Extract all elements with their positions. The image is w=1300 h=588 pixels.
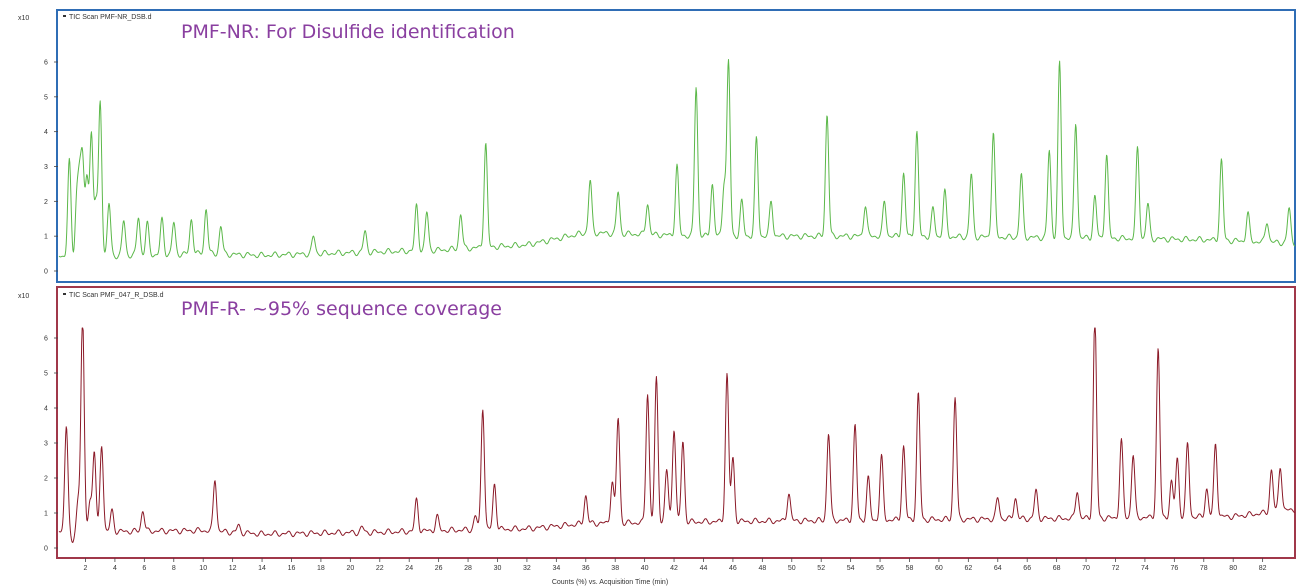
- x-tick-label: 30: [494, 565, 502, 572]
- bottom-y-tick-label: 2: [44, 476, 48, 483]
- x-tick-label: 66: [1023, 565, 1031, 572]
- x-tick-label: 36: [582, 565, 590, 572]
- bottom-panel-frame: [56, 286, 1296, 559]
- top-y-tick-label: 1: [44, 234, 48, 241]
- top-y-tick-label: 4: [44, 129, 48, 136]
- bottom-y-tick-label: 0: [44, 546, 48, 553]
- x-axis-label: Counts (%) vs. Acquisition Time (min): [552, 579, 668, 586]
- x-tick-label: 18: [317, 565, 325, 572]
- x-tick-label: 50: [788, 565, 796, 572]
- bottom-y-multiplier: x10: [18, 293, 29, 300]
- top-y-tick-label: 5: [44, 94, 48, 101]
- x-tick-label: 32: [523, 565, 531, 572]
- bottom-y-tick-label: 4: [44, 406, 48, 413]
- x-tick-label: 54: [847, 565, 855, 572]
- x-tick-label: 60: [935, 565, 943, 572]
- top-y-tick-label: 3: [44, 164, 48, 171]
- x-tick-label: 26: [435, 565, 443, 572]
- x-tick-label: 12: [229, 565, 237, 572]
- x-tick-label: 6: [142, 565, 146, 572]
- bottom-legend-marker: [63, 293, 66, 295]
- top-y-tick-label: 2: [44, 199, 48, 206]
- x-tick-label: 80: [1229, 565, 1237, 572]
- x-tick-label: 52: [817, 565, 825, 572]
- bottom-legend-label: TIC Scan PMF_047_R_DSB.d: [69, 292, 164, 299]
- bottom-y-tick-label: 3: [44, 441, 48, 448]
- x-tick-label: 2: [84, 565, 88, 572]
- top-panel-frame: [56, 9, 1296, 283]
- x-tick-label: 68: [1053, 565, 1061, 572]
- x-tick-label: 20: [346, 565, 354, 572]
- x-tick-label: 34: [552, 565, 560, 572]
- x-tick-label: 82: [1259, 565, 1267, 572]
- top-y-multiplier: x10: [18, 15, 29, 22]
- x-tick-label: 64: [994, 565, 1002, 572]
- top-tic-trace: [58, 59, 1296, 260]
- x-tick-label: 70: [1082, 565, 1090, 572]
- x-tick-label: 24: [405, 565, 413, 572]
- top-y-tick-label: 6: [44, 60, 48, 67]
- top-legend-marker: [63, 15, 66, 17]
- bottom-y-tick-label: 5: [44, 371, 48, 378]
- x-tick-label: 46: [729, 565, 737, 572]
- x-tick-label: 28: [464, 565, 472, 572]
- x-tick-label: 42: [670, 565, 678, 572]
- top-legend-label: TIC Scan PMF-NR_DSB.d: [69, 14, 152, 21]
- x-tick-label: 72: [1112, 565, 1120, 572]
- bottom-y-tick-label: 1: [44, 511, 48, 518]
- x-tick-label: 14: [258, 565, 266, 572]
- x-tick-label: 76: [1170, 565, 1178, 572]
- x-tick-label: 78: [1200, 565, 1208, 572]
- x-tick-label: 58: [906, 565, 914, 572]
- bottom-y-tick-label: 6: [44, 336, 48, 343]
- x-tick-label: 74: [1141, 565, 1149, 572]
- x-tick-label: 62: [964, 565, 972, 572]
- x-tick-label: 38: [611, 565, 619, 572]
- bottom-annotation: PMF-R- ~95% sequence coverage: [181, 298, 502, 320]
- x-tick-label: 48: [758, 565, 766, 572]
- x-tick-label: 22: [376, 565, 384, 572]
- x-tick-label: 44: [700, 565, 708, 572]
- x-tick-label: 16: [288, 565, 296, 572]
- x-tick-label: 40: [641, 565, 649, 572]
- bottom-tic-trace: [58, 327, 1296, 543]
- x-tick-label: 56: [876, 565, 884, 572]
- top-annotation: PMF-NR: For Disulfide identification: [181, 21, 515, 43]
- x-tick-label: 4: [113, 565, 117, 572]
- x-tick-label: 10: [199, 565, 207, 572]
- x-tick-label: 8: [172, 565, 176, 572]
- top-y-tick-label: 0: [44, 269, 48, 276]
